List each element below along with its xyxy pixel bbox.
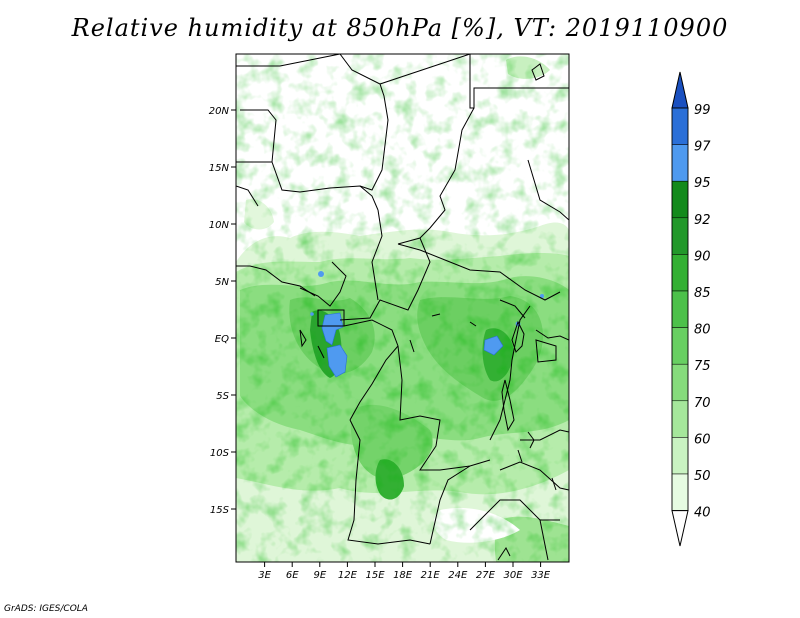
colorbar-swatch (671, 217, 689, 255)
lon-label-3e: 3E (258, 570, 271, 581)
country-borders (236, 54, 569, 562)
colorbar-frame (671, 107, 689, 512)
lon-label-6e: 6E (286, 570, 299, 581)
lon-label-15e: 15E (365, 570, 385, 581)
colorbar-swatch (671, 107, 689, 145)
lon-label-18e: 18E (393, 570, 413, 581)
lon-label-21e: 21E (421, 570, 441, 581)
colorbar-label-95: 95 (694, 176, 711, 191)
colorbar-label-50: 50 (694, 469, 711, 484)
colorbar-label-92: 92 (694, 213, 711, 228)
lat-label-10s: 10S (210, 448, 230, 459)
map-title: Relative humidity at 850hPa [%], VT: 201… (71, 14, 729, 42)
lat-label-20n: 20N (209, 106, 230, 117)
longitude-axis: 3E 6E 9E 12E 15E 18E 21E 24E 27E 30E 33E (258, 562, 551, 581)
lat-label-10n: 10N (209, 220, 230, 231)
colorbar-label-80: 80 (694, 323, 711, 338)
colorbar-label-97: 97 (694, 140, 711, 155)
colorbar-arrow-top (671, 71, 689, 109)
colorbar-swatch (671, 363, 689, 402)
colorbar-label-60: 60 (694, 432, 711, 447)
colorbar-swatch (671, 437, 689, 475)
colorbar-label-90: 90 (694, 249, 711, 264)
lon-label-33e: 33E (531, 570, 551, 581)
colorbar-label-85: 85 (694, 286, 711, 301)
colorbar-label-40: 40 (694, 506, 711, 521)
colorbar-arrow-bottom (671, 510, 689, 547)
grads-credit: GrADS: IGES/COLA (4, 604, 88, 614)
lat-label-15s: 15S (210, 505, 230, 516)
colorbar-swatch (671, 290, 689, 328)
lat-label-15n: 15N (209, 163, 230, 174)
latitude-axis: 20N 15N 10N 5N EQ 5S 10S 15S (209, 106, 236, 516)
lon-label-30e: 30E (503, 570, 523, 581)
colorbar: 99 97 95 92 90 85 80 75 70 60 50 40 (671, 71, 711, 547)
lat-label-5s: 5S (216, 391, 229, 402)
colorbar-swatch (671, 144, 689, 182)
colorbar-label-99: 99 (694, 103, 711, 118)
lon-label-12e: 12E (338, 570, 358, 581)
lon-label-9e: 9E (313, 570, 326, 581)
lon-label-27e: 27E (476, 570, 496, 581)
lat-label-eq: EQ (215, 334, 229, 345)
colorbar-swatch (671, 473, 689, 511)
colorbar-label-70: 70 (694, 396, 711, 411)
lat-label-5n: 5N (215, 277, 229, 288)
lakes-coastlines (299, 63, 557, 561)
colorbar-swatch (671, 180, 689, 219)
lon-label-24e: 24E (448, 570, 468, 581)
colorbar-swatch (671, 400, 689, 438)
colorbar-swatch (671, 327, 689, 365)
colorbar-swatch (671, 254, 689, 292)
colorbar-label-75: 75 (694, 359, 711, 374)
